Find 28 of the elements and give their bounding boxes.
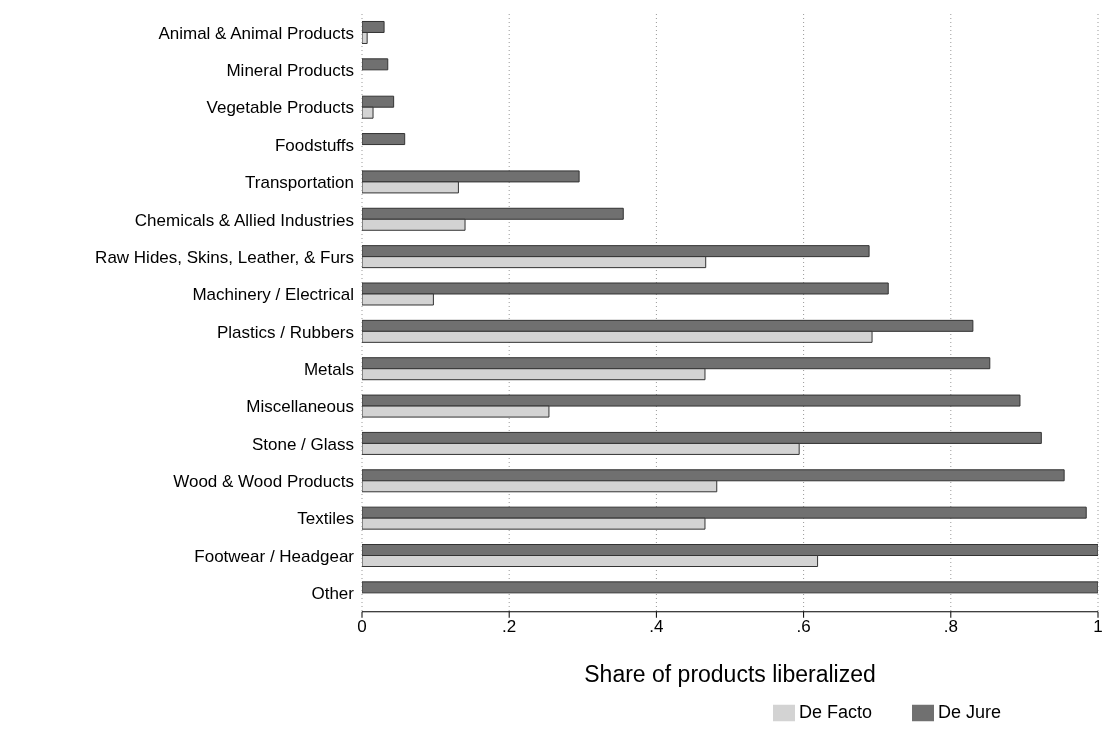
x-axis-title: Share of products liberalized — [584, 660, 876, 687]
bar — [362, 133, 406, 146]
legend-label: De Jure — [938, 701, 1002, 722]
y-tick-label: Plastics / Rubbers — [217, 322, 354, 342]
x-tick-label: .8 — [943, 616, 958, 636]
bar — [362, 58, 389, 71]
y-tick-label: Transportation — [245, 173, 354, 193]
y-tick-label: Wood & Wood Products — [173, 472, 354, 492]
y-tick-label: Stone / Glass — [251, 434, 354, 454]
y-tick-label: Chemicals & Allied Industries — [134, 210, 354, 230]
y-tick-label: Textiles — [297, 509, 354, 529]
y-tick-label: Foodstuffs — [274, 135, 354, 155]
y-tick-label: Machinery / Electrical — [192, 285, 354, 305]
x-tick-label: 1 — [1093, 616, 1103, 636]
legend-label: De Facto — [798, 701, 872, 722]
x-tick-label: .6 — [796, 616, 811, 636]
y-tick-label: Vegetable Products — [206, 98, 354, 118]
y-tick-label: Mineral Products — [226, 61, 354, 81]
y-tick-label: Metals — [303, 359, 354, 379]
y-tick-label: Other — [311, 584, 355, 604]
y-tick-label: Raw Hides, Skins, Leather, & Furs — [95, 247, 354, 267]
x-tick-label: .2 — [502, 616, 517, 636]
x-tick-label: 0 — [357, 616, 367, 636]
x-tick-label: .4 — [649, 616, 664, 636]
y-tick-label: Miscellaneous — [246, 397, 354, 417]
bar — [362, 581, 1098, 594]
y-tick-label: Footwear / Headgear — [194, 546, 355, 566]
y-tick-label: Animal & Animal Products — [158, 23, 354, 43]
